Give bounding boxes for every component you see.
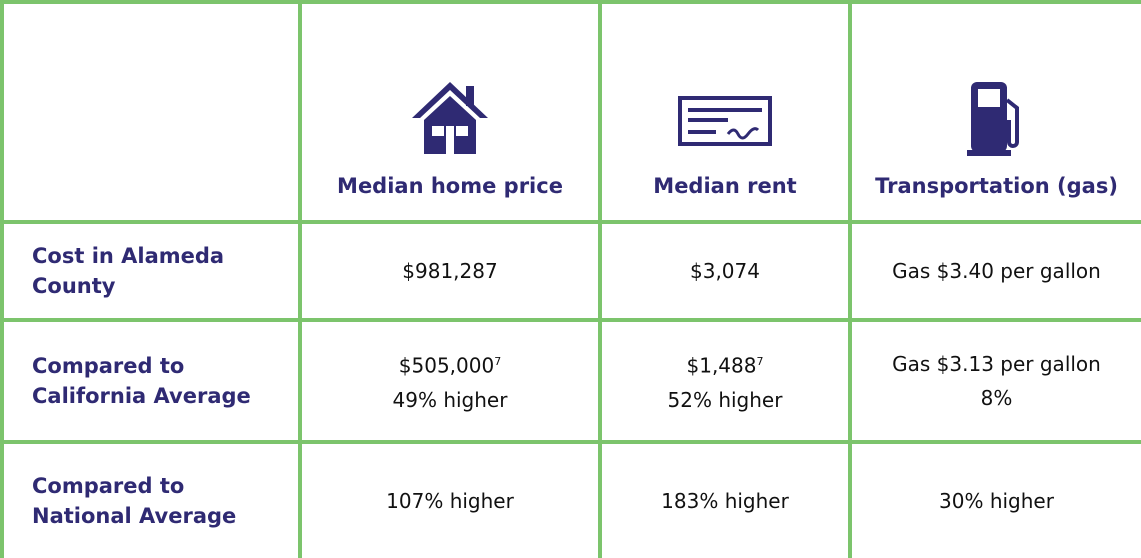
value: 30% higher	[939, 489, 1054, 513]
footnote-ref: 7	[494, 355, 502, 369]
value: 107% higher	[386, 489, 514, 513]
value-detail: 8%	[980, 386, 1013, 410]
value-detail: 52% higher	[667, 387, 783, 412]
value-cell: Gas $3.13 per gallon 8%	[848, 318, 1141, 444]
value-cell: Gas $3.40 per gallon	[848, 220, 1141, 322]
value-cell: 183% higher	[598, 440, 852, 558]
value-cell: $1,4887 52% higher	[598, 318, 852, 444]
house-icon	[412, 82, 488, 154]
value-cell: $3,074	[598, 220, 852, 322]
row-label: Cost in Alameda County	[0, 220, 302, 322]
header-cell: Transportation (gas)	[848, 0, 1141, 224]
value: Gas $3.40 per gallon	[892, 259, 1101, 283]
value-line: Gas $3.40 per gallon	[852, 254, 1141, 288]
value: $1,488	[686, 353, 757, 378]
header-row: Median home price Median rent Transporta…	[0, 0, 1141, 224]
value-line: 107% higher	[302, 484, 598, 518]
value: $981,287	[402, 259, 498, 283]
row-label: Compared to California Average	[0, 318, 302, 444]
value-cell: 30% higher	[848, 440, 1141, 558]
data-row: Compared to California Average $505,0007 4…	[0, 318, 1141, 444]
value-cell: $981,287	[298, 220, 602, 322]
value: Gas $3.13 per gallon	[892, 352, 1101, 376]
value-line: $3,074	[602, 254, 848, 288]
value-cell: $505,0007 49% higher	[298, 318, 602, 444]
corner-cell	[0, 0, 302, 224]
value-line: 30% higher	[852, 484, 1141, 518]
check-icon	[678, 96, 772, 146]
column-header: Median home price	[337, 174, 563, 198]
value-line: $505,0007	[302, 345, 598, 383]
value-line: $1,4887	[602, 345, 848, 383]
column-header: Transportation (gas)	[875, 174, 1118, 198]
value-detail: 49% higher	[392, 387, 508, 412]
value-line: Gas $3.13 per gallon	[852, 347, 1141, 381]
header-cell: Median home price	[298, 0, 602, 224]
column-header: Median rent	[653, 174, 797, 198]
data-row: Cost in Alameda County $981,287 $3,074 Gas …	[0, 220, 1141, 322]
value: 183% higher	[661, 489, 789, 513]
value-line: 183% higher	[602, 484, 848, 518]
data-row: Compared to National Average 107% higher 1…	[0, 440, 1141, 558]
header-cell: Median rent	[598, 0, 852, 224]
value: $3,074	[690, 259, 760, 283]
value: $505,000	[398, 353, 495, 378]
value-line: $981,287	[302, 254, 598, 288]
footnote-ref: 7	[756, 355, 764, 369]
gas-icon	[966, 82, 1019, 156]
value-cell: 107% higher	[298, 440, 602, 558]
row-label: Compared to National Average	[0, 440, 302, 558]
